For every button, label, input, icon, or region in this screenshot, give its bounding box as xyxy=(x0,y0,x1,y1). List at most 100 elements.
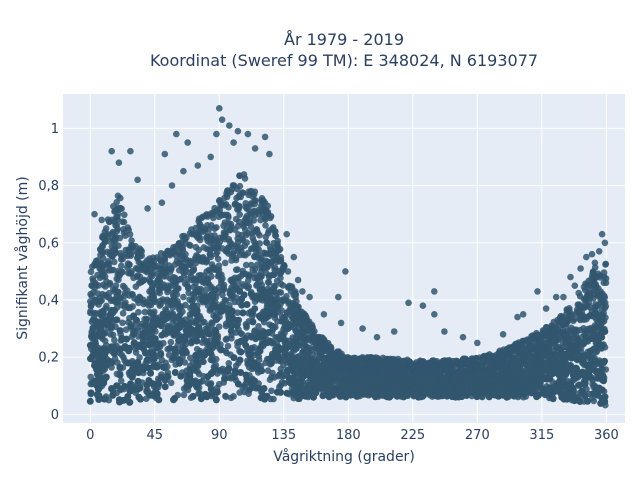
data-point xyxy=(248,333,256,341)
data-point xyxy=(515,380,523,388)
data-point xyxy=(101,395,109,403)
data-point xyxy=(588,328,595,336)
data-point xyxy=(200,277,207,285)
data-point xyxy=(147,369,155,377)
data-point xyxy=(194,325,202,333)
data-point xyxy=(496,347,504,355)
data-point xyxy=(212,333,220,340)
data-point xyxy=(335,360,342,367)
data-point xyxy=(307,355,314,363)
data-point xyxy=(87,302,95,310)
data-point xyxy=(191,254,199,262)
data-point xyxy=(208,291,216,299)
data-point xyxy=(92,281,100,289)
data-point xyxy=(248,313,256,320)
data-point xyxy=(446,382,454,390)
data-point xyxy=(237,369,245,376)
data-point xyxy=(149,380,157,388)
data-point xyxy=(128,237,135,244)
data-point xyxy=(269,323,277,331)
data-point xyxy=(143,299,151,307)
data-point xyxy=(236,211,243,218)
data-point xyxy=(119,282,127,290)
data-point xyxy=(221,375,229,383)
data-point xyxy=(161,259,169,266)
data-point xyxy=(197,395,205,403)
data-point xyxy=(111,207,119,215)
data-point xyxy=(171,369,179,376)
data-point xyxy=(216,366,224,374)
data-point xyxy=(545,346,553,353)
data-point xyxy=(235,231,242,238)
data-point xyxy=(277,274,284,282)
data-point xyxy=(225,360,233,367)
data-point xyxy=(501,353,508,360)
data-point xyxy=(297,369,305,377)
data-point xyxy=(99,234,106,241)
data-point xyxy=(429,360,437,367)
data-point xyxy=(127,250,134,258)
data-point xyxy=(554,326,561,333)
data-point xyxy=(239,236,246,244)
data-point xyxy=(584,397,592,405)
data-point xyxy=(224,342,232,350)
data-point xyxy=(125,304,132,312)
data-point xyxy=(277,365,285,373)
data-point xyxy=(97,297,104,305)
data-point xyxy=(153,363,161,371)
data-point xyxy=(119,255,126,263)
data-point xyxy=(601,292,608,300)
data-point xyxy=(232,256,240,264)
data-point xyxy=(486,382,493,390)
data-point xyxy=(580,340,588,348)
data-point xyxy=(351,391,359,399)
data-point xyxy=(113,316,120,324)
data-point xyxy=(148,257,155,265)
data-point xyxy=(149,298,157,306)
data-point xyxy=(102,283,109,290)
data-point xyxy=(292,344,300,352)
data-point xyxy=(573,355,581,363)
data-point xyxy=(273,290,280,297)
data-point xyxy=(431,365,439,373)
data-point xyxy=(258,195,266,202)
data-point xyxy=(218,200,225,207)
data-point xyxy=(242,371,250,379)
data-point xyxy=(200,253,207,261)
data-point xyxy=(336,392,344,400)
data-point xyxy=(224,247,231,254)
data-point xyxy=(101,261,108,269)
data-point xyxy=(490,362,497,369)
data-point xyxy=(216,234,224,242)
data-point xyxy=(283,389,291,397)
data-point xyxy=(157,321,165,329)
data-point xyxy=(190,265,197,272)
data-point xyxy=(453,360,460,368)
data-point xyxy=(323,384,331,392)
data-point xyxy=(149,318,157,325)
data-point xyxy=(602,260,610,268)
data-point xyxy=(234,309,241,317)
data-point xyxy=(364,354,371,362)
data-point xyxy=(112,237,119,245)
data-point xyxy=(560,366,568,373)
data-point xyxy=(222,392,229,400)
data-point xyxy=(223,335,230,343)
data-point xyxy=(581,392,589,400)
data-point xyxy=(186,257,194,265)
data-point xyxy=(601,398,609,405)
data-point xyxy=(221,211,228,219)
data-point xyxy=(588,275,595,283)
data-point xyxy=(229,278,237,286)
data-point xyxy=(148,281,156,288)
data-point xyxy=(227,375,235,382)
data-point xyxy=(236,389,243,396)
data-point xyxy=(261,288,269,296)
data-point xyxy=(314,349,321,356)
data-point xyxy=(598,306,606,314)
data-point xyxy=(227,327,235,335)
data-point xyxy=(157,300,164,308)
data-point xyxy=(322,375,330,383)
data-point xyxy=(220,222,227,230)
